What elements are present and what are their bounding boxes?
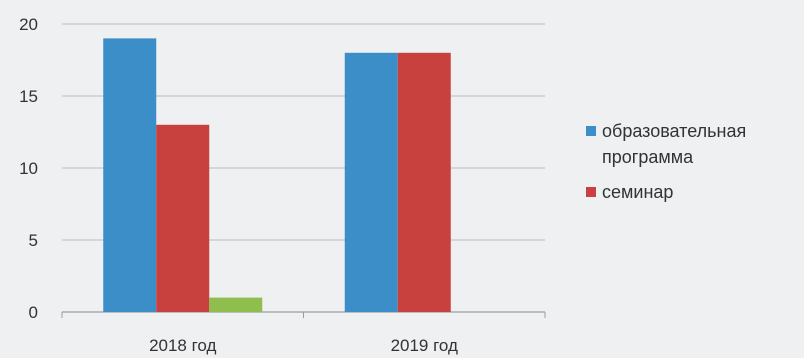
legend-swatch-seminar [586, 187, 596, 197]
y-tick-label: 15 [19, 87, 38, 106]
bar [103, 38, 157, 313]
x-tick-label: 2018 год [149, 336, 216, 355]
y-tick-label: 10 [19, 159, 38, 178]
x-tick-label: 2019 год [391, 336, 458, 355]
legend-item-seminar: семинар [586, 179, 802, 205]
bar [344, 52, 398, 313]
legend-label-educational-program: образовательная программа [602, 121, 747, 167]
y-tick-label: 5 [29, 231, 38, 250]
y-tick-label: 0 [29, 303, 38, 322]
legend: образовательная программа семинар [586, 118, 802, 214]
y-tick-label: 20 [19, 15, 38, 34]
legend-swatch-educational-program [586, 126, 596, 136]
legend-label-seminar: семинар [602, 182, 674, 202]
bar [397, 52, 451, 313]
legend-item-educational-program: образовательная программа [586, 118, 802, 170]
bar [156, 124, 210, 312]
bar [209, 297, 263, 312]
